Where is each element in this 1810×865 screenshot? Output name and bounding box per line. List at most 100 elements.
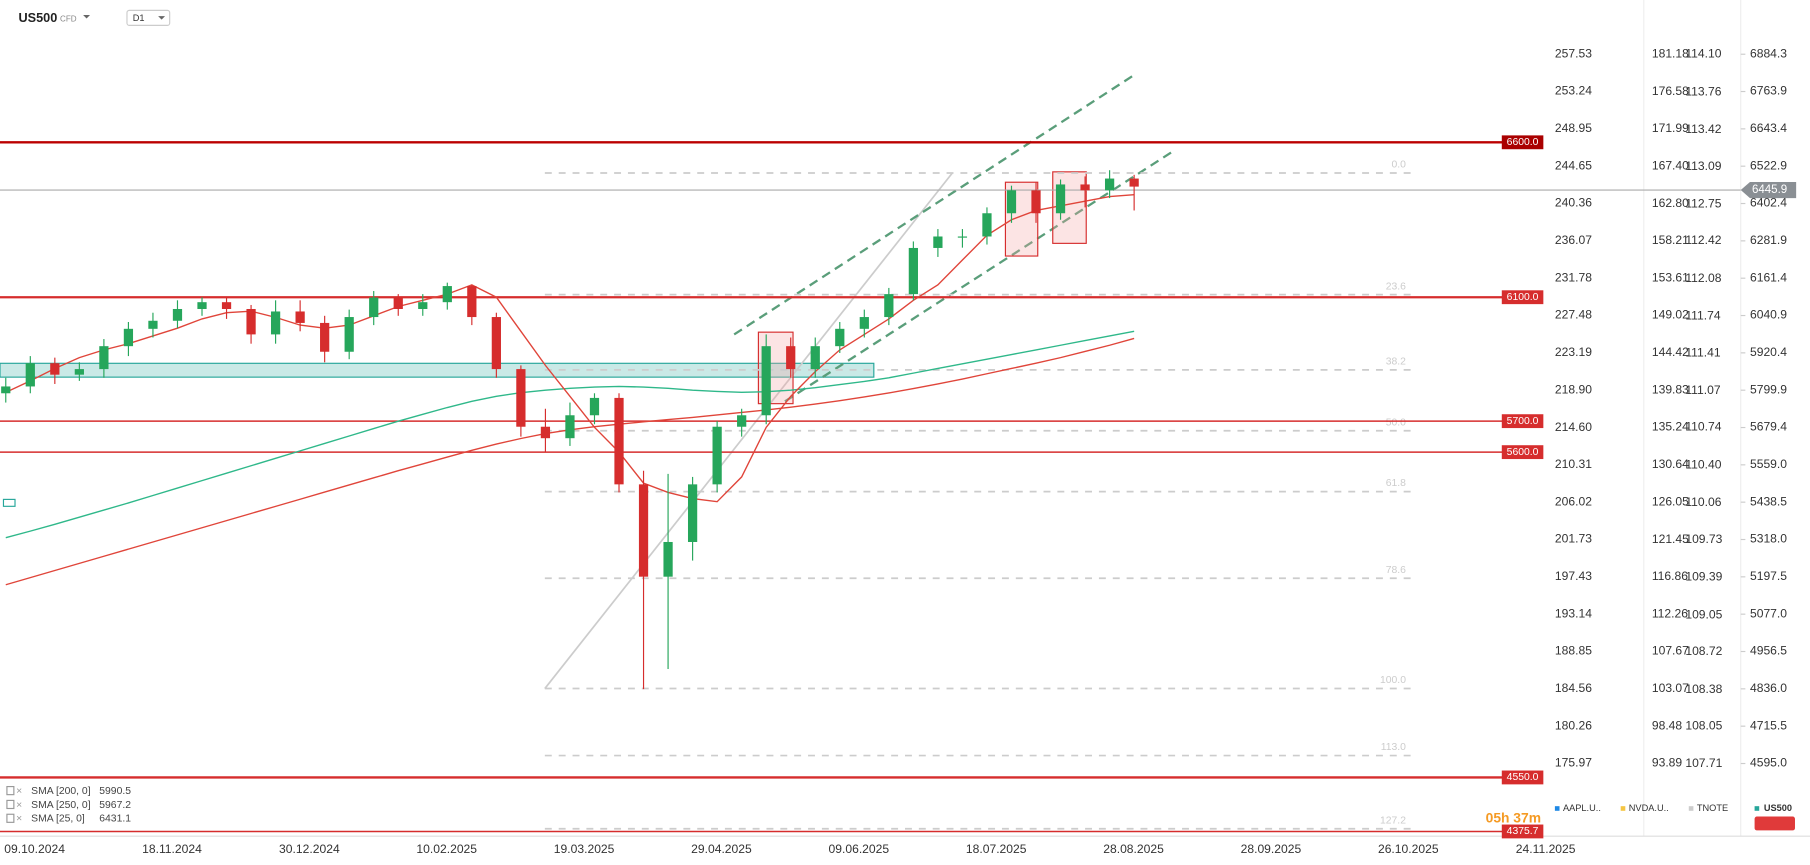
y-tick-label: 5559.0 [1750,457,1787,471]
countdown: 05h 37m [1486,810,1541,826]
y-tick-label: 6281.9 [1750,233,1787,247]
candle-body [859,317,869,329]
y-tick-label: 110.74 [1685,420,1721,434]
y-tick-label: 197.43 [1555,569,1592,583]
y-tick-label: 6522.9 [1750,158,1787,172]
legend-icon [6,799,15,810]
candle-body [614,397,624,485]
candle-body [638,484,649,577]
candle-body [933,236,943,248]
y-tick-label: 193.14 [1555,606,1592,620]
candle-body [1031,190,1041,214]
current-price-tag [1740,181,1797,199]
candle-body [1129,178,1139,187]
instrument-type: CFD [60,15,77,24]
y-tick-label: 135.24 [1652,420,1689,434]
y-tick-label: 108.72 [1685,644,1722,658]
candle-body [835,328,845,347]
dropdown-arrow [158,16,166,20]
candle-body [1006,190,1017,214]
x-tick-label: 28.09.2025 [1241,842,1302,856]
x-tick-label: 19.03.2025 [554,842,615,856]
legend-icon [6,785,15,796]
y-tick-label: 231.78 [1555,270,1592,284]
zone-marker [2,498,16,507]
y-tick-label: 181.18 [1652,46,1689,60]
x-tick-label: 09.10.2024 [4,842,65,856]
legend-name: SMA [25, 0] [31,814,85,825]
legend-label: NVDA.U.. [1629,803,1669,813]
candle-body [270,311,281,335]
y-tick-label: 139.83 [1652,382,1689,396]
y-tick-label: 5197.5 [1750,569,1787,583]
candle-body [295,311,305,323]
level-tag [1501,445,1544,460]
y-tick-label: 158.21 [1652,233,1689,247]
y-tick-label: 108.05 [1685,718,1722,732]
legend-icon-x: × [16,786,22,797]
y-tick-label: 121.45 [1652,532,1689,546]
y-tick-label: 210.31 [1555,457,1592,471]
candle-body [393,297,403,309]
candle-body [442,286,452,303]
legend-swatch [1754,806,1760,811]
buy-button[interactable] [1754,816,1795,831]
current-price-label: 6445.9 [1752,184,1787,196]
y-tick-label: 153.61 [1652,270,1689,284]
candle-body [761,346,771,416]
y-tick-label: 244.65 [1555,158,1592,172]
legend-swatch [1620,806,1626,811]
y-tick-label: 130.64 [1652,457,1689,471]
legend-name: SMA [250, 0] [31,800,91,811]
y-tick-label: 218.90 [1555,382,1592,396]
candle-body [221,302,232,309]
legend-value: 5990.5 [99,786,131,797]
legend-value: 6431.1 [99,814,131,825]
y-tick-label: 5438.5 [1750,494,1787,508]
y-tick-label: 6161.4 [1750,270,1787,284]
candle-body [1080,184,1090,191]
y-tick-label: 188.85 [1555,644,1592,658]
level-label: 4550.0 [1507,772,1539,783]
y-tick-label: 175.97 [1555,756,1592,770]
indicator-line [5,330,1135,539]
y-tick-label: 5920.4 [1750,345,1787,359]
trend-line [544,172,954,690]
candle-body [786,346,796,370]
y-tick-label: 98.48 [1652,718,1683,732]
candle-body [467,286,477,318]
level-tag [1501,135,1544,150]
y-tick-label: 227.48 [1555,308,1592,322]
x-tick-label: 24.11.2025 [1516,842,1576,856]
level-tag [1501,290,1544,305]
level-label: 5700.0 [1507,416,1539,427]
fib-label: 50.0 [1386,417,1406,428]
candle-body [540,426,551,439]
y-tick-label: 112.08 [1685,271,1721,285]
dropdown-arrow[interactable] [83,14,91,19]
candle-body [418,302,428,309]
candle-body [589,397,600,416]
candle-body [884,294,894,318]
fib-label: 23.6 [1386,281,1406,292]
legend-icon [6,813,15,823]
y-tick-label: 236.07 [1555,233,1592,247]
y-tick-label: 6643.4 [1750,121,1787,135]
y-tick-label: 248.95 [1555,121,1592,135]
symbol[interactable]: US500 [18,11,57,25]
candle-body [1,386,11,394]
y-tick-label: 6884.3 [1750,46,1787,60]
candle-body [74,369,84,375]
y-tick-label: 112.26 [1652,606,1688,620]
y-tick-label: 4956.5 [1750,644,1787,658]
y-tick-label: 6402.4 [1750,196,1787,210]
timeframe-select[interactable] [126,9,171,26]
legend-label: TNOTE [1697,803,1728,813]
y-tick-label: 6040.9 [1750,308,1787,322]
fib-label: 127.2 [1380,815,1406,826]
y-tick-label: 206.02 [1555,494,1592,508]
y-tick-label: 103.07 [1652,681,1689,695]
y-tick-label: 111.41 [1685,345,1721,359]
